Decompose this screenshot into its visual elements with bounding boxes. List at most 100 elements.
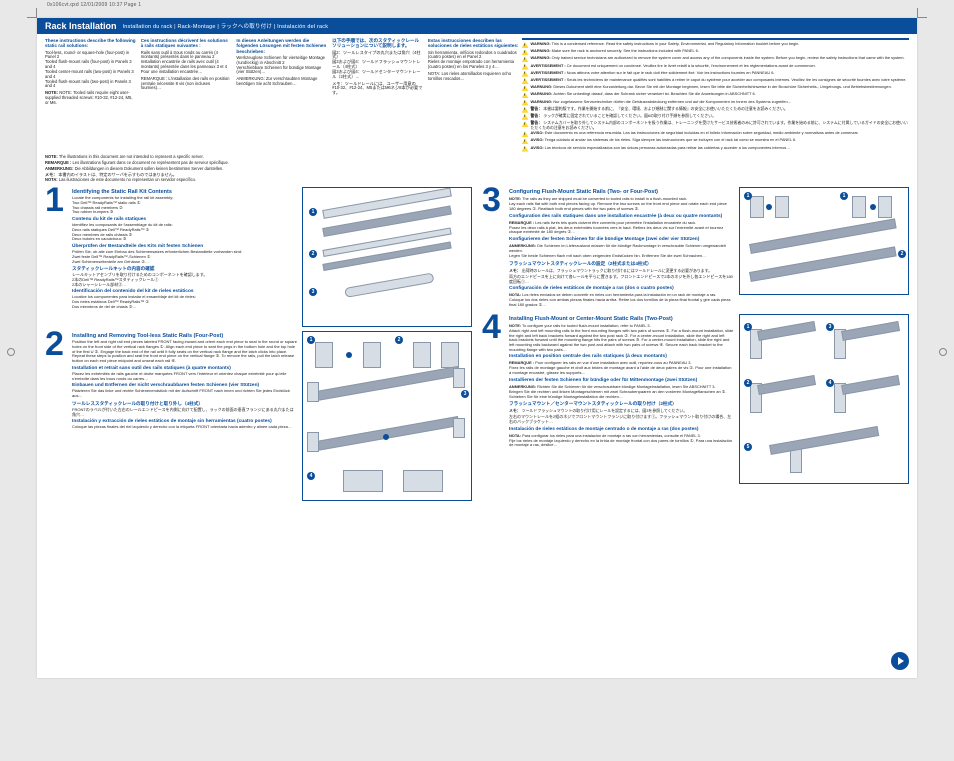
callout-icon: 3 [309,288,317,296]
warning-row: AVISO:Este documento es una referencia r… [522,131,909,137]
note-text: 出荷時のレールは、フラッシュマウントラックに取り付けるにはツールドレールに変更す… [522,268,712,273]
callout-icon: 1 [840,192,848,200]
intro-body: 図2：ツールレスタイプの丸穴または角穴（4柱式） 図3および図4：ツールドフラッ… [332,50,420,79]
left-column: 1 Identifying the Static Rail Kit Conten… [45,187,472,501]
warning-text: WARNING:Make sure the rack is anchored s… [531,49,699,55]
warning-text: 警告：ラックが確実に固定されていることを確認してください。図6の取り付け手順を参… [531,114,716,120]
note-row: REMARQUE : Les illustrations figurant da… [45,161,909,166]
warning-icon [522,131,529,137]
step-text: Placez les extrémités de rails gauche et… [72,372,297,381]
step-text: Localice los componentes para instalar e… [72,295,297,309]
step-body: Identifying the Static Rail Kit Contents… [72,187,297,327]
warning-icon [522,92,529,98]
warning-icon [522,107,529,113]
step-text: Posez les deux rails à plat, les deux ex… [509,226,734,235]
warning-row: AVISO:Tenga cuidado al anclar los sistem… [522,138,909,144]
step-heading-jp: フラッシュマウント／センターマウントスタティックレールの取り付け（2柱式） [509,401,734,407]
step-text: レールキットアセンブリを取り付けるためのコンポーネントを確認します。 2本のDe… [72,273,297,287]
warning-text: AVERTISSEMENT :Nous attirons votre atten… [531,71,775,77]
callout-icon: 4 [826,379,834,387]
step-text: 両方のエンドピースを上に向けて各レールを平らに置きます。フロントエンドピースで2… [509,275,734,284]
intro-note: メモ：ツールドレールには、ユーザー用意の#10-32、#12-24、M5またはM… [332,82,423,96]
step-text: Coloque los dos rieles con ambas piezas … [509,298,734,307]
intro-lead: Ces instructions décrivent les solutions… [141,38,232,49]
intro-lead: In diesen Anleitungen werden die folgend… [236,38,327,54]
intro-fr: Ces instructions décrivent les solutions… [141,38,232,153]
step-heading-en: Installing Flush-Mount or Center-Mount S… [509,316,734,322]
callout-icon: 4 [307,472,315,480]
diagram-1: 1 2 3 [302,187,472,327]
step-number: 1 [45,187,67,327]
callout-icon: 3 [461,390,469,398]
mid-notes: NOTE: The illustrations in this document… [37,153,917,188]
top-section: These instructions describe the followin… [37,34,917,153]
intro-body: Tool-less, round- or square-hole (four-p… [45,50,134,89]
intro-note: NOTE: Tooled rails require eight user-su… [45,90,133,105]
warning-icon [522,78,529,84]
step-1: 1 Identifying the Static Rail Kit Conten… [45,187,472,327]
step-heading-en: Configuring Flush-Mount Static Rails (Tw… [509,189,734,195]
callout-icon: 5 [744,443,752,451]
intro-note: ANMERKUNG: Zur verschraubten Montage ben… [236,77,327,87]
step-3: 3 Configuring Flush-Mount Static Rails (… [482,187,909,309]
registration-icon [939,348,947,356]
warning-row: 警告：システムカバーを取り外してシステム内部のコンポーネントを扱う作業は、トレー… [522,121,909,130]
step-text: Locate the components for installing the… [72,196,297,215]
step-text: Lay each rails flat with both end pieces… [509,202,734,211]
right-column: 3 Configuring Flush-Mount Static Rails (… [482,187,909,501]
note-text: ツールドフラッシュマウントの取り付け用にレールを設定するには、図3を参照してくだ… [522,408,687,413]
step-heading-de: Konfigurieren der festen Schienen für di… [509,237,734,242]
warning-row: AVERTISSEMENT :Ce document est uniquemen… [522,64,909,70]
step-body: Installing Flush-Mount or Center-Mount S… [509,314,734,484]
step-heading-fr: Configuration des rails statiques dans u… [509,214,734,219]
step-heading-jp: ツールレススタティックレールの取り付けと取り外し（4柱式） [72,401,297,407]
intro-note: REMARQUE : L'installation des rails en p… [141,77,232,91]
warning-row: WARNUNG:Achten Sie unbedingt darauf, das… [522,92,909,98]
warning-icon [522,138,529,144]
step-number: 3 [482,187,504,309]
warning-box: WARNING:This is a condensed reference. R… [522,38,909,153]
next-page-icon[interactable] [891,652,909,670]
callout-icon: 2 [744,379,752,387]
note-text: Les rails livrés tels quels doivent être… [535,220,696,225]
callout-icon: 2 [309,250,317,258]
callout-icon: 2 [898,250,906,258]
step-body: Configuring Flush-Mount Static Rails (Tw… [509,187,734,309]
diagram-3: 1 1 2 [739,187,909,295]
intro-body: Sin herramienta, orificios redondos o cu… [428,50,517,69]
page: 0x106cvt.qxd 12/01/2009 10:37 Page 1 Rac… [37,18,917,678]
page-subtitle: Installation du rack | Rack-Montage | ラッ… [123,22,329,30]
intro-en: These instructions describe the followin… [45,38,136,153]
note-label: メモ： [509,268,521,273]
step-heading-de: Installieren der festen Schienen für bün… [509,378,734,383]
page-meta: 0x106cvt.qxd 12/01/2009 10:37 Page 1 [47,2,141,8]
warning-text: AVISO:Los técnicos de servicio especiali… [531,146,791,152]
warning-icon [522,85,529,91]
warning-text: 警告：本書は要約版です。作業を開始する前に、『安全、環境、および規制に関する情報… [531,107,788,113]
step-heading-jp: フラッシュマウントスタティックレールの設定（2柱式または4柱式） [509,261,734,267]
main-columns: 1 Identifying the Static Rail Kit Conten… [37,187,917,509]
title-bar: Rack Installation Installation du rack |… [37,18,917,34]
crop-mark-icon [905,10,925,30]
step-heading-es: Configuración de rieles estáticos de mon… [509,286,734,291]
warning-text: WARNING:This is a condensed reference. R… [531,42,800,48]
intro-jp: 以下の手順では、次のスタティックレールソリューションについて説明します。 図2：… [332,38,423,153]
step-number: 2 [45,331,67,501]
warning-text: AVERTISSEMENT :Seuls les techniciens de … [531,78,907,84]
warning-row: WARNING:This is a condensed reference. R… [522,42,909,48]
warning-icon [522,146,529,152]
callout-icon: 1 [744,323,752,331]
page-title: Rack Installation [45,21,117,31]
warning-row: 警告：ラックが確実に固定されていることを確認してください。図6の取り付け手順を参… [522,114,909,120]
diagram-2: 1 2 3 4 [302,331,472,501]
warning-icon [522,71,529,77]
step-text: Platzieren Sie das linke und rechte Schi… [72,389,297,398]
intro-body: Werkzeuglose Schienen für vierseitige Mo… [236,55,325,74]
step-2: 2 Installing and Removing Tool-less Stat… [45,331,472,501]
callout-icon: 3 [826,323,834,331]
callout-icon: 2 [395,336,403,344]
warning-row: WARNING:Make sure the rack is anchored s… [522,49,909,55]
warning-row: WARNUNG:Dieses Dokument stellt eine Kurz… [522,85,909,91]
warning-text: WARNING:Only trained service technicians… [531,56,905,62]
intro-lead: Estas instrucciones describen las soluci… [428,38,519,49]
